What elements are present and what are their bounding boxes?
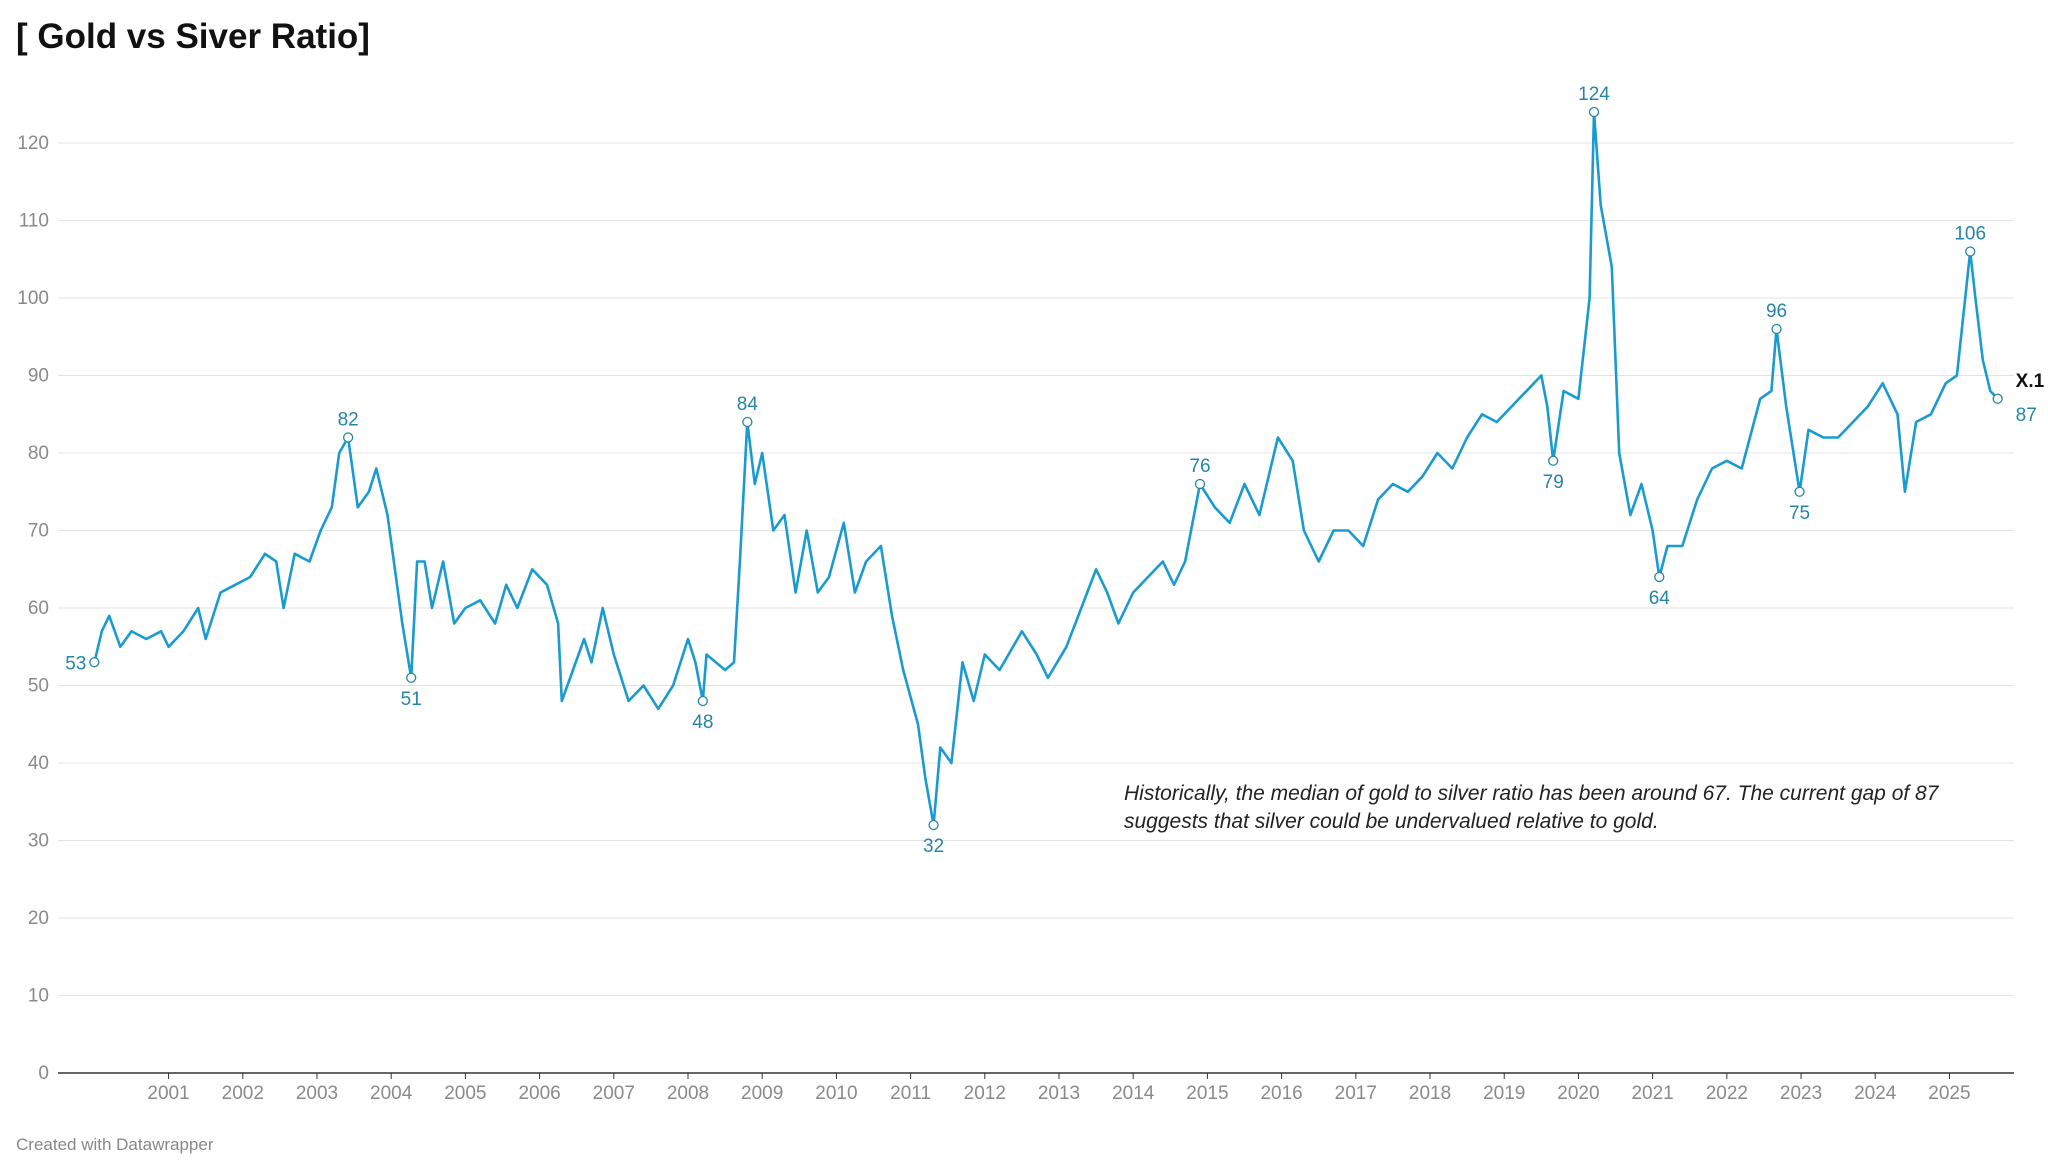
x-tick-label: 2016	[1260, 1083, 1302, 1104]
highlight-label: 87	[2016, 405, 2037, 426]
highlight-label: 106	[1954, 224, 1986, 245]
highlight-dot	[1992, 393, 2003, 404]
x-tick-label: 2019	[1483, 1083, 1525, 1104]
x-tick-label: 2007	[593, 1083, 635, 1104]
highlight-label: 79	[1543, 472, 1564, 493]
y-tick-label: 70	[28, 521, 49, 542]
y-tick-label: 90	[28, 366, 49, 387]
series-label: X.1	[2016, 371, 2045, 392]
x-tick-label: 2017	[1335, 1083, 1377, 1104]
x-tick-label: 2010	[815, 1083, 857, 1104]
highlight-dot	[1588, 106, 1600, 118]
x-tick-label: 2014	[1112, 1083, 1155, 1104]
highlight-label: 124	[1578, 84, 1610, 105]
x-tick-label: 2020	[1557, 1083, 1599, 1104]
x-tick-label: 2011	[890, 1083, 931, 1104]
highlight-label: 64	[1649, 588, 1671, 609]
highlight-label: 84	[737, 394, 759, 415]
highlight-dot	[1194, 478, 1206, 490]
x-tick-label: 2005	[444, 1083, 486, 1104]
x-tick-label: 2015	[1186, 1083, 1228, 1104]
highlight-label: 32	[923, 836, 944, 857]
y-tick-label: 50	[28, 676, 49, 697]
y-tick-label: 30	[28, 831, 49, 852]
x-tick-label: 2006	[518, 1083, 560, 1104]
x-tick-label: 2025	[1928, 1083, 1970, 1104]
highlight-dot	[1794, 486, 1805, 497]
highlight-dot	[406, 672, 417, 683]
highlight-label: 75	[1789, 503, 1810, 524]
y-tick-label: 120	[17, 133, 49, 154]
data-line	[93, 110, 1999, 827]
x-tick-label: 2008	[667, 1083, 709, 1104]
y-tick-label: 80	[28, 443, 49, 464]
highlight-dot	[1654, 571, 1665, 583]
highlight-label: 48	[692, 712, 713, 733]
highlight-dot	[1548, 455, 1559, 466]
chart-title: [ Gold vs Siver Ratio]	[16, 17, 370, 56]
highlight-dot	[928, 819, 939, 831]
highlight-dot	[89, 657, 100, 668]
y-tick-label: 10	[28, 986, 49, 1007]
x-tick-label: 2009	[741, 1083, 783, 1104]
highlight-label: 82	[338, 410, 359, 431]
x-tick-label: 2022	[1706, 1083, 1748, 1104]
x-tick-label: 2024	[1854, 1083, 1897, 1104]
x-tick-label: 2004	[370, 1083, 413, 1104]
highlight-label: 76	[1189, 456, 1210, 477]
x-tick-label: 2003	[296, 1083, 338, 1104]
y-tick-label: 20	[28, 908, 49, 929]
footer: Created with Datawrapper	[16, 1135, 214, 1154]
x-tick-label: 2001	[147, 1083, 189, 1104]
highlight-dot	[1771, 323, 1782, 335]
highlight-label: 51	[401, 689, 422, 710]
x-tick-label: 2002	[222, 1083, 264, 1104]
x-tick-label: 2013	[1038, 1083, 1080, 1104]
highlight-label: 53	[65, 653, 86, 674]
highlight-dot	[1965, 246, 1976, 257]
highlight-dot	[742, 416, 753, 428]
y-tick-label: 40	[28, 753, 49, 774]
x-tick-label: 2012	[964, 1083, 1006, 1104]
y-tick-label: 110	[19, 211, 49, 232]
x-tick-label: 2023	[1780, 1083, 1822, 1104]
y-tick-label: 100	[17, 288, 49, 309]
x-tick-label: 2018	[1409, 1083, 1451, 1104]
y-tick-label: 60	[28, 598, 49, 619]
highlight-dot	[697, 695, 708, 707]
highlight-dot	[342, 432, 354, 443]
note: Historically, the median of gold to silv…	[1124, 782, 1939, 833]
x-tick-label: 2021	[1631, 1083, 1673, 1104]
highlight-label: 96	[1766, 301, 1787, 322]
note-box: Historically, the median of gold to silv…	[1124, 782, 1939, 833]
y-tick-label: 0	[38, 1063, 49, 1084]
